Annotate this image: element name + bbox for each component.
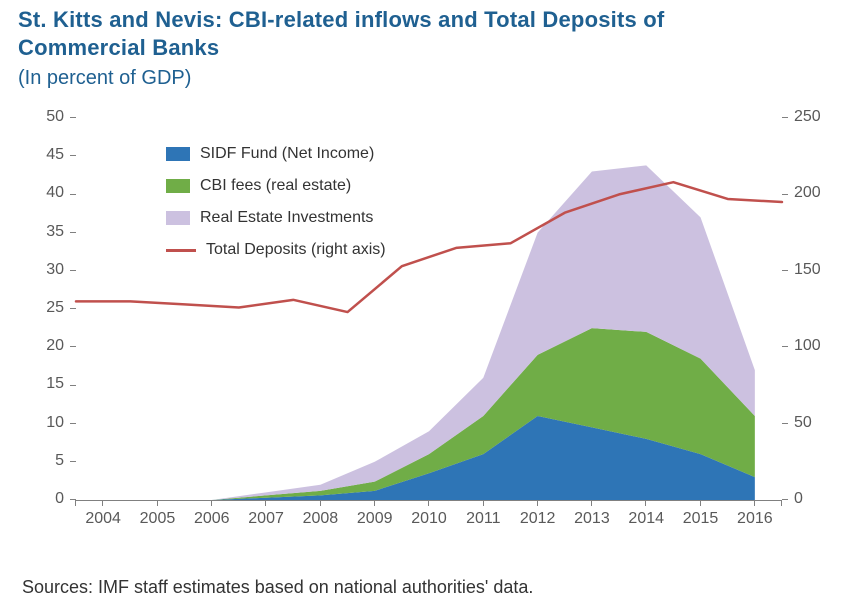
legend-item-realestate: Real Estate Investments <box>166 208 386 228</box>
legend-swatch <box>166 147 190 161</box>
x-tick <box>75 500 76 506</box>
y-right-label: 200 <box>794 184 821 202</box>
y-right-tick <box>782 117 788 118</box>
x-tick <box>645 500 646 506</box>
x-tick <box>265 500 266 506</box>
y-right-tick <box>782 346 788 347</box>
y-left-label: 40 <box>24 184 64 202</box>
x-label: 2015 <box>683 510 719 528</box>
y-left-label: 30 <box>24 261 64 279</box>
x-label: 2009 <box>357 510 393 528</box>
y-left-label: 45 <box>24 146 64 164</box>
y-left-label: 25 <box>24 299 64 317</box>
chart-sources: Sources: IMF staff estimates based on na… <box>22 577 533 598</box>
x-tick <box>157 500 158 506</box>
legend-label: Real Estate Investments <box>200 209 373 227</box>
x-tick <box>537 500 538 506</box>
y-left-label: 35 <box>24 223 64 241</box>
y-right-label: 0 <box>794 490 803 508</box>
legend-swatch <box>166 211 190 225</box>
y-right-tick <box>782 423 788 424</box>
y-right-label: 100 <box>794 337 821 355</box>
title-line-2: Commercial Banks <box>18 35 219 60</box>
y-right-label: 150 <box>794 261 821 279</box>
x-tick <box>102 500 103 506</box>
chart-area: 0 5 10 15 20 25 30 35 40 45 50 0 50 100 150 200 250 2004 2… <box>18 110 828 540</box>
x-label: 2004 <box>85 510 121 528</box>
x-tick <box>374 500 375 506</box>
x-label: 2005 <box>140 510 176 528</box>
x-label: 2013 <box>574 510 610 528</box>
legend-item-deposits: Total Deposits (right axis) <box>166 240 386 260</box>
y-right-label: 50 <box>794 414 812 432</box>
x-tick <box>781 500 782 506</box>
legend-item-sidf: SIDF Fund (Net Income) <box>166 144 386 164</box>
x-label: 2012 <box>520 510 556 528</box>
x-tick <box>754 500 755 506</box>
x-tick <box>211 500 212 506</box>
title-line-1: St. Kitts and Nevis: CBI-related inflows… <box>18 7 664 32</box>
legend-label: CBI fees (real estate) <box>200 177 351 195</box>
x-label: 2010 <box>411 510 447 528</box>
y-right-tick <box>782 270 788 271</box>
legend-line-icon <box>166 249 196 252</box>
y-left-label: 50 <box>24 108 64 126</box>
x-label: 2007 <box>248 510 284 528</box>
chart-title: St. Kitts and Nevis: CBI-related inflows… <box>18 6 836 61</box>
chart-subtitle: (In percent of GDP) <box>18 65 836 91</box>
y-left-label: 15 <box>24 375 64 393</box>
x-tick <box>428 500 429 506</box>
legend-label: Total Deposits (right axis) <box>206 241 386 259</box>
legend: SIDF Fund (Net Income) CBI fees (real est… <box>166 144 386 272</box>
x-tick <box>320 500 321 506</box>
y-right-label: 250 <box>794 108 821 126</box>
y-left-label: 0 <box>24 490 64 508</box>
plot-area: 0510152025303540455005010015020025020042… <box>76 118 782 501</box>
legend-item-cbifees: CBI fees (real estate) <box>166 176 386 196</box>
legend-label: SIDF Fund (Net Income) <box>200 145 374 163</box>
y-left-label: 20 <box>24 337 64 355</box>
x-tick <box>591 500 592 506</box>
y-right-tick <box>782 499 788 500</box>
x-label: 2006 <box>194 510 230 528</box>
x-label: 2014 <box>628 510 664 528</box>
x-tick <box>483 500 484 506</box>
x-label: 2016 <box>737 510 773 528</box>
x-tick <box>700 500 701 506</box>
x-label: 2011 <box>466 510 500 528</box>
y-right-tick <box>782 194 788 195</box>
chart-figure: St. Kitts and Nevis: CBI-related inflows… <box>0 0 846 610</box>
legend-swatch <box>166 179 190 193</box>
y-left-label: 10 <box>24 414 64 432</box>
y-left-label: 5 <box>24 452 64 470</box>
x-label: 2008 <box>303 510 339 528</box>
